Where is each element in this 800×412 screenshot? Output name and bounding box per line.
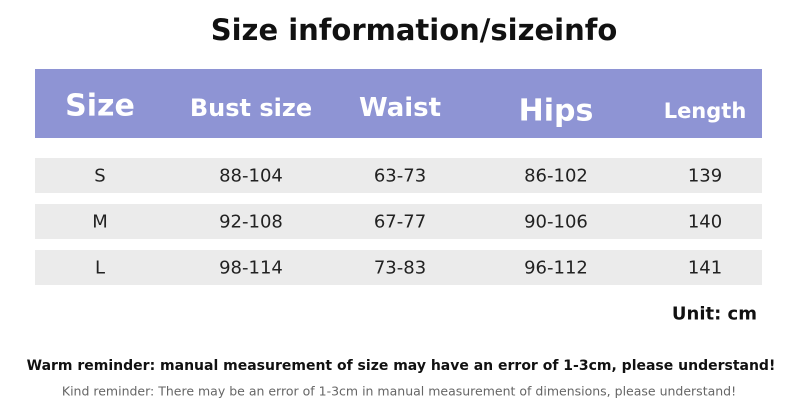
table-cell: 86-102 <box>524 166 588 187</box>
row-band <box>35 204 762 239</box>
table-cell: 90-106 <box>524 212 588 233</box>
header-band <box>35 69 762 138</box>
column-header: Hips <box>519 94 594 129</box>
column-header: Size <box>65 89 135 124</box>
table-cell: 88-104 <box>219 166 283 187</box>
table-cell: 67-77 <box>374 212 426 233</box>
table-cell: 140 <box>688 212 722 233</box>
row-band <box>35 158 762 193</box>
table-cell: 98-114 <box>219 258 283 279</box>
kind-reminder: Kind reminder: There may be an error of … <box>62 384 736 399</box>
table-cell: 92-108 <box>219 212 283 233</box>
table-cell: L <box>95 258 105 279</box>
table-cell: 141 <box>688 258 722 279</box>
warm-reminder: Warm reminder: manual measurement of siz… <box>27 358 776 374</box>
row-band <box>35 250 762 285</box>
table-cell: 63-73 <box>374 166 426 187</box>
table-cell: 73-83 <box>374 258 426 279</box>
table-cell: 139 <box>688 166 722 187</box>
table-cell: S <box>94 166 105 187</box>
title: Size information/sizeinfo <box>211 13 618 47</box>
unit: Unit: cm <box>672 304 757 325</box>
column-header: Length <box>664 99 747 123</box>
table-cell: M <box>92 212 108 233</box>
column-header: Waist <box>359 93 441 123</box>
column-header: Bust size <box>190 94 312 122</box>
table-cell: 96-112 <box>524 258 588 279</box>
